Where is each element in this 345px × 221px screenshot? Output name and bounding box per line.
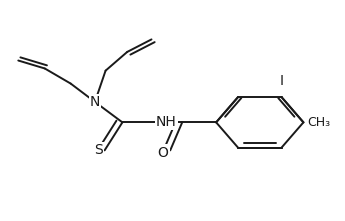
Text: I: I	[279, 74, 284, 88]
Text: O: O	[158, 145, 169, 160]
Text: S: S	[94, 143, 103, 157]
Text: NH: NH	[156, 115, 176, 129]
Text: CH₃: CH₃	[307, 116, 331, 129]
Text: N: N	[90, 95, 100, 109]
